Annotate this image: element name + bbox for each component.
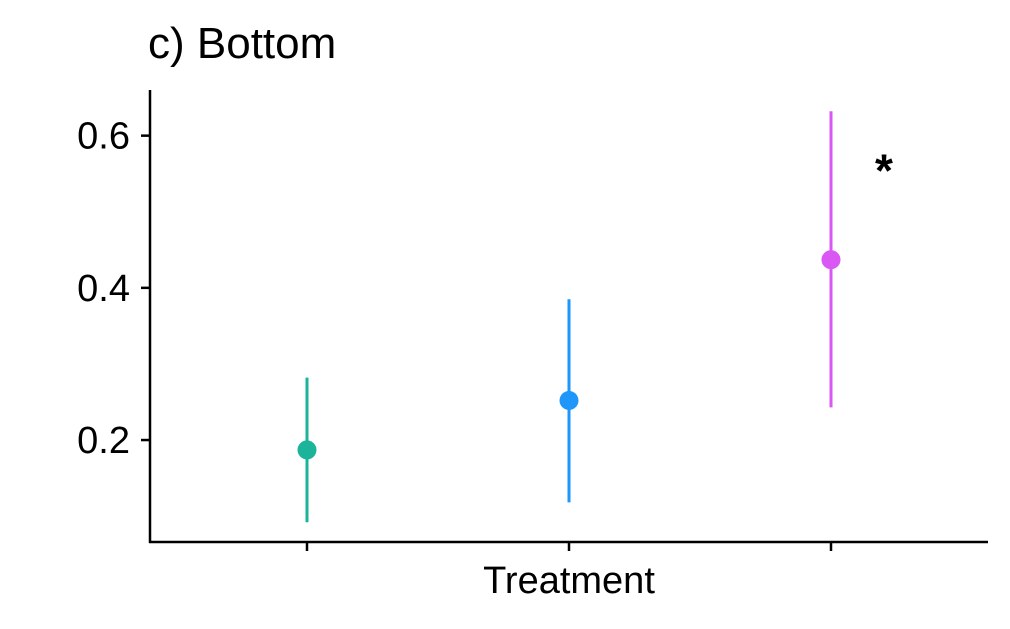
x-axis-label: Treatment (483, 560, 655, 602)
significance-annotation: * (875, 144, 893, 196)
annotations: * (875, 144, 893, 196)
points (297, 250, 841, 460)
data-point (297, 440, 317, 460)
y-tick-label: 0.2 (77, 420, 130, 462)
y-ticks: 0.2 0.4 0.6 (77, 116, 150, 462)
y-tick-label: 0.4 (77, 268, 130, 310)
data-point (821, 250, 841, 270)
data-point (559, 390, 579, 410)
x-ticks (305, 542, 833, 551)
error-bars (305, 111, 833, 523)
y-tick-label: 0.6 (77, 116, 130, 158)
chart-title: c) Bottom (148, 19, 336, 68)
